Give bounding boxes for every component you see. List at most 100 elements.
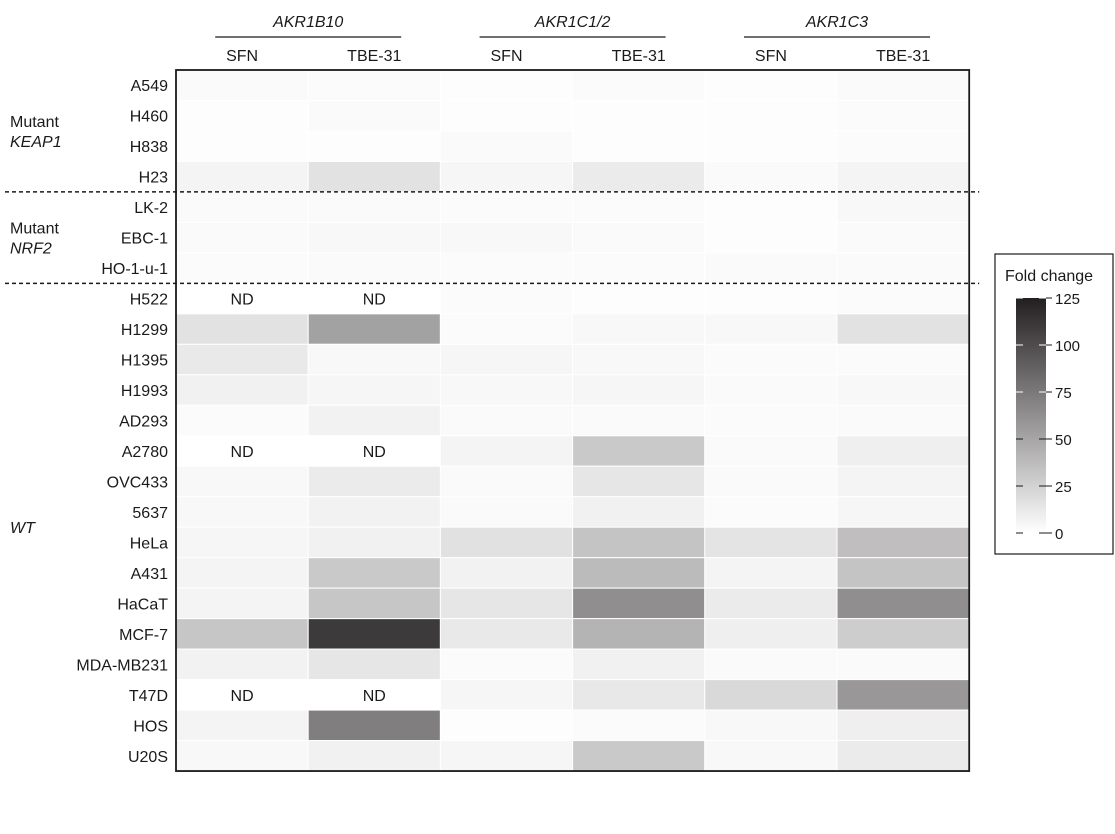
heatmap-cell — [439, 404, 574, 437]
row-label: EBC-1 — [121, 231, 168, 248]
heatmap-cell — [836, 69, 970, 101]
heatmap-cell — [439, 496, 574, 528]
heatmap-cell — [307, 740, 441, 772]
heatmap-cell — [439, 160, 574, 193]
heatmap-cell — [439, 313, 574, 345]
heatmap-cell — [836, 679, 970, 711]
row-label: A431 — [131, 566, 168, 583]
row-label: U20S — [128, 749, 168, 766]
row-label: HOS — [133, 718, 168, 735]
heatmap-cell — [439, 709, 574, 742]
heatmap-cell — [307, 282, 441, 315]
heatmap-cell — [572, 374, 706, 406]
heatmap-cell — [572, 130, 706, 162]
heatmap-cell — [175, 648, 309, 681]
row-label: H1299 — [121, 322, 168, 339]
heatmap-cell — [572, 557, 706, 589]
heatmap-cell — [572, 709, 706, 742]
heatmap-cell — [572, 160, 706, 193]
legend-tick-label: 25 — [1055, 479, 1072, 496]
heatmap-cell — [836, 557, 970, 589]
heatmap-cell — [704, 587, 838, 620]
row-label: HO-1-u-1 — [101, 261, 168, 278]
heatmap-cell — [175, 435, 309, 467]
heatmap-cell — [704, 99, 838, 132]
heatmap-cell — [704, 160, 838, 193]
heatmap-cell — [836, 221, 970, 254]
heatmap-cell — [572, 69, 706, 101]
row-group-label: NRF2 — [10, 241, 52, 258]
heatmap-cell — [175, 313, 309, 345]
heatmap-cell — [836, 374, 970, 406]
heatmap-cell — [175, 374, 309, 406]
heatmap-cell — [307, 465, 441, 498]
heatmap-cell — [836, 282, 970, 315]
condition-label: SFN — [226, 48, 258, 65]
heatmap-cell — [439, 435, 574, 467]
heatmap-cell — [704, 130, 838, 162]
heatmap-cell — [307, 709, 441, 742]
heatmap-cell — [307, 160, 441, 193]
heatmap-cell — [175, 191, 309, 223]
row-label: H522 — [130, 292, 168, 309]
heatmap-cell — [439, 191, 574, 223]
legend-tick-label: 100 — [1055, 338, 1080, 355]
heatmap-cell — [572, 313, 706, 345]
heatmap-cell — [572, 679, 706, 711]
heatmap-cell — [572, 99, 706, 132]
heatmap-cell — [572, 221, 706, 254]
nd-label: ND — [363, 688, 386, 705]
heatmap-cell — [836, 313, 970, 345]
heatmap-cell — [307, 69, 441, 101]
heatmap-cell — [439, 252, 574, 284]
row-label: LK-2 — [134, 200, 168, 217]
heatmap-cell — [439, 343, 574, 376]
heatmap-cell — [572, 252, 706, 284]
heatmap-cell — [439, 648, 574, 681]
heatmap-cell — [572, 404, 706, 437]
heatmap-cell — [704, 618, 838, 650]
heatmap-cell — [572, 740, 706, 772]
heatmap-cell — [836, 465, 970, 498]
nd-label: ND — [363, 444, 386, 461]
heatmap-cell — [307, 374, 441, 406]
heatmap-cell — [704, 679, 838, 711]
row-label: T47D — [129, 688, 168, 705]
heatmap-cell — [175, 465, 309, 498]
heatmap-cell — [836, 191, 970, 223]
row-label: HaCaT — [117, 596, 168, 613]
heatmap-cell — [307, 587, 441, 620]
condition-label: TBE-31 — [612, 48, 666, 65]
row-label: MCF-7 — [119, 627, 168, 644]
heatmap-cell — [439, 465, 574, 498]
heatmap-cell — [307, 343, 441, 376]
row-label: H460 — [130, 109, 168, 126]
heatmap-cell — [175, 282, 309, 315]
row-label: H23 — [139, 170, 168, 187]
heatmap-cell — [704, 343, 838, 376]
heatmap-cell — [439, 99, 574, 132]
heatmap-cell — [307, 313, 441, 345]
condition-label: SFN — [491, 48, 523, 65]
condition-label: SFN — [755, 48, 787, 65]
heatmap-cell — [836, 99, 970, 132]
heatmap-cell — [307, 648, 441, 681]
row-group-label: KEAP1 — [10, 134, 62, 151]
heatmap-cell — [175, 709, 309, 742]
heatmap-cell — [439, 130, 574, 162]
heatmap-cell — [439, 221, 574, 254]
heatmap-cell — [836, 648, 970, 681]
row-label: 5637 — [132, 505, 168, 522]
heatmap-cell — [572, 587, 706, 620]
heatmap-cell — [836, 435, 970, 467]
heatmap-cell — [307, 191, 441, 223]
heatmap-cell — [572, 496, 706, 528]
heatmap-cell — [572, 526, 706, 559]
heatmap-cell — [836, 496, 970, 528]
heatmap-cell — [572, 191, 706, 223]
nd-label: ND — [231, 292, 254, 309]
row-group-label: Mutant — [10, 114, 59, 131]
heatmap-cell — [572, 435, 706, 467]
heatmap-cell — [572, 465, 706, 498]
heatmap-cell — [439, 740, 574, 772]
